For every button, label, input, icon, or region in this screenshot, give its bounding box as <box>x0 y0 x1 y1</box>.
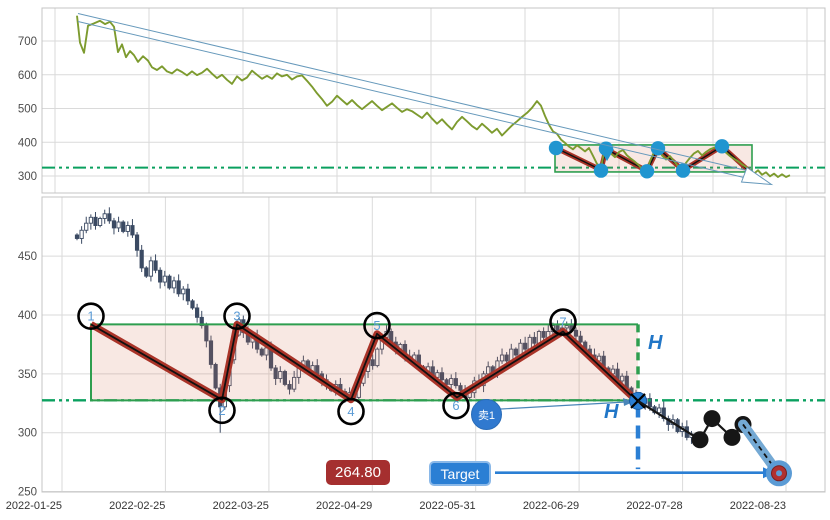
y-tick-label: 450 <box>18 251 37 263</box>
pattern-number: 4 <box>347 404 354 419</box>
pattern-number: 3 <box>233 309 240 324</box>
y-tick-label: 700 <box>18 36 37 48</box>
grid-and-axes: 300 400 500 600 700 250 300 350 400 450 2022-01-25… <box>6 7 826 512</box>
x-axis-date-label: 2022-03-25 <box>213 500 269 512</box>
pattern-vertex-dot[interactable] <box>650 141 666 156</box>
pattern-vertex-dot[interactable] <box>675 163 691 178</box>
pattern-height-label-lower: H <box>604 401 619 423</box>
numbered-circle[interactable] <box>363 311 391 340</box>
x-axis-date-label: 2022-02-25 <box>109 500 165 512</box>
forecast-dot <box>703 410 721 428</box>
pattern-vertex-dot[interactable] <box>593 163 609 178</box>
x-axis-date-label: 2022-01-25 <box>6 500 62 512</box>
y-tick-label: 600 <box>18 70 37 82</box>
pattern-number: 5 <box>373 318 380 333</box>
pattern-number: 7 <box>559 315 566 330</box>
target-projection[interactable] <box>495 460 792 487</box>
y-tick-label: 400 <box>18 137 37 149</box>
pattern-vertex-dot[interactable] <box>714 139 730 154</box>
pattern-vertex-dot[interactable] <box>639 164 655 179</box>
numbered-circle[interactable] <box>337 397 365 426</box>
pattern-number: 6 <box>452 398 459 413</box>
pattern-vertex-dot[interactable] <box>548 140 564 156</box>
forecast-dot <box>691 431 709 449</box>
target-button[interactable]: Target <box>429 461 491 486</box>
x-axis-date-label: 2022-08-23 <box>730 500 786 512</box>
pattern-number: 2 <box>218 403 225 418</box>
rectangle-pattern[interactable] <box>89 320 641 405</box>
price-target-value-badge: 264.80 <box>326 460 390 485</box>
top-pattern-vertex-markers[interactable] <box>548 139 730 179</box>
y-tick-label: 350 <box>18 369 37 381</box>
y-tick-label: 250 <box>18 487 37 499</box>
x-axis-date-label: 2022-07-28 <box>626 500 682 512</box>
pattern-point-numbers[interactable]: 1 2 3 4 5 6 7 <box>77 302 577 426</box>
y-tick-label: 400 <box>18 310 37 322</box>
forecast-dot <box>723 428 741 446</box>
numbered-circle[interactable] <box>549 308 577 336</box>
channel-arrowhead-icon <box>740 166 774 186</box>
pattern-height-label-upper: H <box>648 332 663 354</box>
pattern-number: 1 <box>87 309 94 324</box>
sell-triangle-icon <box>600 149 614 162</box>
x-axis-date-label: 2022-06-29 <box>523 500 579 512</box>
numbered-circle[interactable] <box>77 302 105 330</box>
y-tick-label: 300 <box>18 171 37 183</box>
x-axis-date-label: 2022-04-29 <box>316 500 372 512</box>
sell-annotation-arrow <box>500 398 633 410</box>
numbered-circle[interactable] <box>208 396 236 425</box>
x-axis-date-label: 2022-05-31 <box>419 500 475 512</box>
numbered-circle[interactable] <box>442 391 470 420</box>
sell-signal-bubble[interactable]: 卖1 <box>471 399 502 430</box>
y-tick-label: 300 <box>18 428 37 440</box>
numbered-circle[interactable] <box>223 302 251 330</box>
descending-channel[interactable] <box>77 13 774 186</box>
y-tick-label: 500 <box>18 104 37 116</box>
